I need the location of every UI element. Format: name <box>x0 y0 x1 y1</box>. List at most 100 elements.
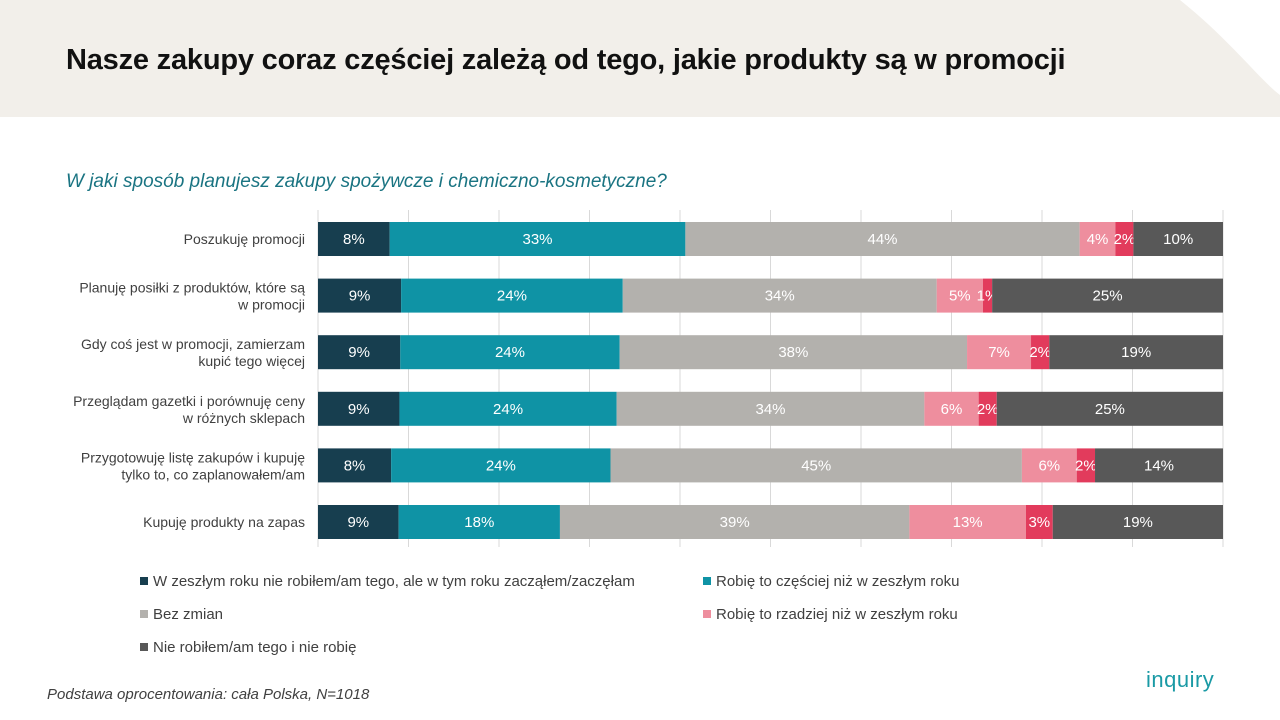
data-label: 3% <box>1028 514 1050 531</box>
bar-segment <box>398 505 560 539</box>
bar-segment <box>1079 222 1116 256</box>
data-label: 25% <box>1093 288 1123 305</box>
bar-segment <box>1021 448 1077 483</box>
data-label: 8% <box>344 457 366 474</box>
data-label: 10% <box>1163 231 1193 248</box>
bar-segment <box>967 335 1032 370</box>
bar-segment <box>559 505 910 539</box>
legend-label: Robię to częściej niż w zeszłym roku <box>716 573 960 590</box>
data-label: 2% <box>977 401 999 418</box>
category-label: Przeglądam gazetki i porównuję ceny <box>73 393 305 409</box>
chart-question: W jaki sposób planujesz zakupy spożywcze… <box>66 171 667 192</box>
bar-segment <box>318 335 401 370</box>
data-label: 19% <box>1121 344 1151 361</box>
data-label: 5% <box>949 288 971 305</box>
data-label: 24% <box>497 288 527 305</box>
legend-item-less-often: Robię to rzadziej niż w zeszłym roku <box>703 606 958 623</box>
data-label: 2% <box>1075 457 1097 474</box>
bar-segment <box>1031 335 1050 370</box>
bar-segment <box>616 391 925 426</box>
bar-segment <box>391 448 611 483</box>
category-label: kupić tego więcej <box>198 353 305 369</box>
bar-segment <box>909 505 1026 539</box>
header-band <box>0 0 1280 117</box>
bar-segment <box>1052 505 1223 539</box>
bar-segment <box>924 391 979 426</box>
bar-segment <box>622 278 937 313</box>
legend-label: Bez zmian <box>153 606 224 623</box>
category-label: Kupuję produkty na zapas <box>143 514 305 530</box>
legend-item-no-change: Bez zmian <box>140 606 223 623</box>
data-label: 44% <box>867 231 897 248</box>
bar-segment <box>982 278 993 313</box>
footnote: Podstawa oprocentowania: cała Polska, N=… <box>47 686 370 703</box>
legend-item-more-often: Robię to częściej niż w zeszłym roku <box>703 573 959 590</box>
data-label: 33% <box>523 231 553 248</box>
data-label: 4% <box>1087 231 1109 248</box>
category-label: w różnych sklepach <box>182 410 305 426</box>
data-label: 6% <box>941 401 963 418</box>
bar-segment <box>1115 222 1134 256</box>
category-label: Gdy coś jest w promocji, zamierzam <box>81 336 305 352</box>
bar-segment <box>1076 448 1096 483</box>
bar-segment <box>996 391 1223 426</box>
legend-item-never: Nie robiłem/am tego i nie robię <box>140 639 356 656</box>
bar-segment <box>389 222 686 256</box>
data-label: 24% <box>495 344 525 361</box>
legend-swatch <box>703 610 711 618</box>
data-label: 39% <box>720 514 750 531</box>
bar-segment <box>318 448 392 483</box>
bar-segment <box>992 278 1223 313</box>
bar-segment <box>978 391 997 426</box>
data-label: 24% <box>493 401 523 418</box>
data-label: 25% <box>1095 401 1125 418</box>
data-label: 19% <box>1123 514 1153 531</box>
legend-label: W zeszłym roku nie robiłem/am tego, ale … <box>153 573 635 590</box>
bar-segment <box>1133 222 1223 256</box>
data-label: 18% <box>464 514 494 531</box>
bar-segment <box>400 335 620 370</box>
data-label: 6% <box>1038 457 1060 474</box>
data-label: 13% <box>953 514 983 531</box>
legend-item-started: W zeszłym roku nie robiłem/am tego, ale … <box>140 573 635 590</box>
bar-segment <box>318 505 399 539</box>
bar-segment <box>1095 448 1223 483</box>
bar-segment <box>685 222 1080 256</box>
data-label: 45% <box>801 457 831 474</box>
category-label: Planuję posiłki z produktów, które są <box>79 280 305 296</box>
bar-segment <box>401 278 623 313</box>
bar-segment <box>1025 505 1053 539</box>
data-label: 34% <box>755 401 785 418</box>
data-label: 7% <box>988 344 1010 361</box>
bar-segment <box>318 391 400 426</box>
data-label: 38% <box>778 344 808 361</box>
category-label: Poszukuję promocji <box>184 231 305 247</box>
bar-segment <box>936 278 983 313</box>
data-label: 24% <box>486 457 516 474</box>
legend-swatch <box>703 577 711 585</box>
data-label: 2% <box>1114 231 1136 248</box>
legend-swatch <box>140 643 148 651</box>
data-label: 9% <box>348 401 370 418</box>
category-label: tylko to, co zaplanowałem/am <box>121 466 305 482</box>
legend-label: Nie robiłem/am tego i nie robię <box>153 639 357 656</box>
bar-segment <box>610 448 1022 483</box>
data-label: 9% <box>347 514 369 531</box>
legend-label: Robię to rzadziej niż w zeszłym roku <box>716 606 958 623</box>
legend-swatch <box>140 577 148 585</box>
category-label: w promocji <box>237 297 305 313</box>
legend-swatch <box>140 610 148 618</box>
bar-segment <box>1049 335 1223 370</box>
bar-segment <box>318 278 402 313</box>
data-label: 8% <box>343 231 365 248</box>
data-label: 2% <box>1029 344 1051 361</box>
data-label: 14% <box>1144 457 1174 474</box>
bar-segment <box>399 391 617 426</box>
header-wave-decoration <box>1180 0 1280 95</box>
category-label: Przygotowuję listę zakupów i kupuję <box>81 449 305 465</box>
inquiry-logo: inquiry <box>1146 667 1215 692</box>
page-title: Nasze zakupy coraz częściej zależą od te… <box>66 44 1066 76</box>
data-label: 34% <box>765 288 795 305</box>
bar-segment <box>619 335 968 370</box>
